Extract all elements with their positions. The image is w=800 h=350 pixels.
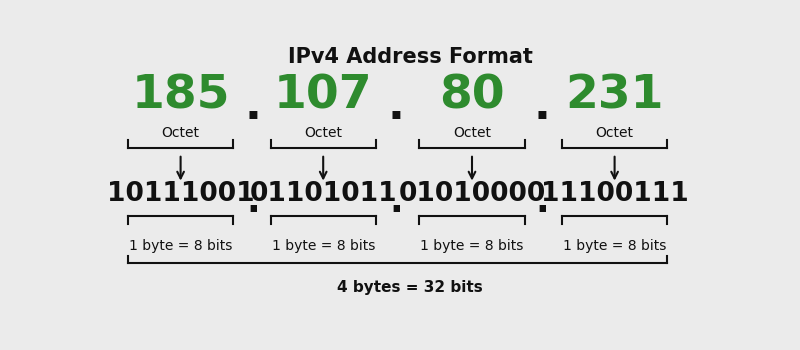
Text: Octet: Octet <box>162 126 200 140</box>
Text: .: . <box>390 186 403 219</box>
Text: .: . <box>246 186 260 219</box>
Text: 1 byte = 8 bits: 1 byte = 8 bits <box>271 239 375 253</box>
Text: 01010000: 01010000 <box>398 181 546 207</box>
Text: Octet: Octet <box>453 126 491 140</box>
Text: .: . <box>245 85 262 128</box>
Text: 1 byte = 8 bits: 1 byte = 8 bits <box>420 239 524 253</box>
Text: IPv4 Address Format: IPv4 Address Format <box>287 47 533 67</box>
Text: 185: 185 <box>131 74 230 118</box>
Text: .: . <box>534 85 550 128</box>
Text: 4 bytes = 32 bits: 4 bytes = 32 bits <box>337 280 483 295</box>
Text: Octet: Octet <box>304 126 342 140</box>
Text: 231: 231 <box>566 74 664 118</box>
Text: 1 byte = 8 bits: 1 byte = 8 bits <box>129 239 232 253</box>
Text: 80: 80 <box>439 74 505 118</box>
Text: Octet: Octet <box>595 126 634 140</box>
Text: 01101011: 01101011 <box>250 181 397 207</box>
Text: 1 byte = 8 bits: 1 byte = 8 bits <box>563 239 666 253</box>
Text: 107: 107 <box>274 74 373 118</box>
Text: .: . <box>388 85 405 128</box>
Text: .: . <box>535 186 549 219</box>
Text: 11100111: 11100111 <box>541 181 689 207</box>
Text: 10111001: 10111001 <box>106 181 254 207</box>
